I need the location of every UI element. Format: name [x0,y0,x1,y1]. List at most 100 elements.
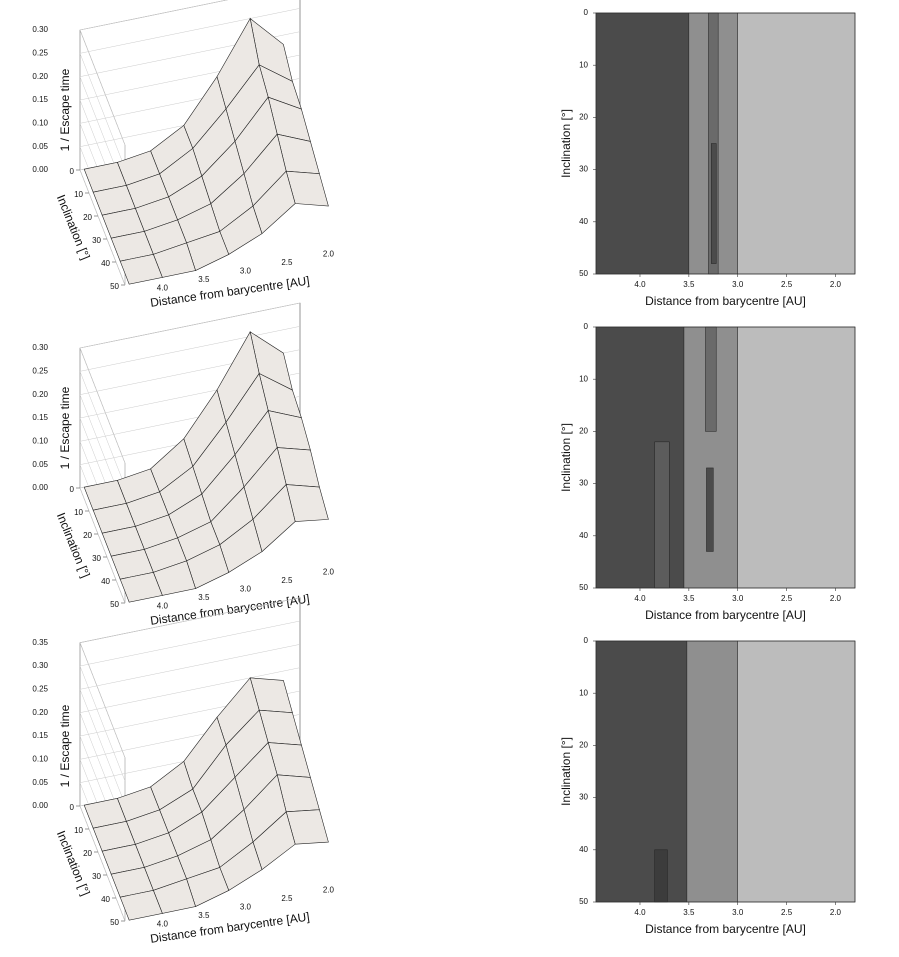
y-tick-label: 40 [579,531,588,540]
plot-frame [595,12,856,275]
z-tick-label: 0.25 [32,366,48,375]
z-tick-label: 0.30 [32,25,48,34]
y-axis-label: Inclination [°] [54,193,93,262]
grid-line [79,8,301,169]
z-tick-label: 0.15 [32,731,48,740]
x-tick-label: 2.5 [281,576,293,585]
y-tick-label: 30 [579,793,588,802]
y-axis-label: Inclination [°] [559,737,573,806]
grid-line [79,667,301,828]
x-tick-label: 2.5 [781,594,793,603]
x-axis-label: Distance from barycentre [AU] [149,910,310,946]
y-tick-label: 50 [579,897,588,906]
y-axis-label: Inclination [°] [54,829,93,898]
x-tick-label: 2.0 [323,886,335,895]
z-tick-label: 0.20 [32,390,48,399]
y-tick-label: 20 [579,113,588,122]
z-tick-label: 0.00 [32,801,48,810]
y-tick-label: 10 [74,190,83,199]
x-tick-label: 4.0 [157,283,169,292]
y-axis-label: Inclination [°] [559,423,573,492]
y-tick-label: 10 [74,508,83,517]
y-tick-label: 10 [74,826,83,835]
z-tick-label: 0.05 [32,142,48,151]
x-tick-label: 4.0 [634,594,646,603]
x-tick-label: 3.0 [732,908,744,917]
y-tick-label: 10 [579,374,588,383]
grid-line [79,302,301,464]
z-tick-label: 0.30 [32,661,48,670]
y-tick-label: 10 [579,688,588,697]
x-axis-label: Distance from barycentre [AU] [645,922,806,936]
y-tick-label: 30 [579,165,588,174]
x-tick-label: 3.0 [732,594,744,603]
x-tick-label: 3.5 [683,594,695,603]
plot-frame [595,640,856,903]
z-tick-label: 0.15 [32,413,48,422]
z-axis-label: 1 / Escape time [58,386,72,469]
contour-region [654,849,668,903]
x-tick-label: 4.0 [634,280,646,289]
y-tick-label: 50 [110,600,119,609]
z-tick-label: 0.20 [32,708,48,717]
x-tick-label: 2.5 [781,280,793,289]
contour-region [737,326,856,589]
y-tick-label: 20 [83,531,92,540]
x-tick-label: 4.0 [634,908,646,917]
contour-region [737,12,856,275]
contour-region [711,143,717,264]
x-tick-label: 3.0 [240,902,252,911]
contour-plot: 0 10 20 30 40 50 4.0 3.5 3.0 2.5 2.0 Distance from … [559,636,856,936]
x-tick-label: 3.0 [240,584,252,593]
z-tick-label: 0.10 [32,118,48,127]
y-tick-label: 50 [110,282,119,291]
x-tick-label: 3.5 [683,908,695,917]
z-tick-label: 0.00 [32,483,48,492]
x-axis-label: Distance from barycentre [AU] [645,608,806,622]
x-tick-label: 2.5 [281,894,293,903]
contour-region [595,326,685,589]
contour-region [686,640,738,903]
y-axis-label: Inclination [°] [559,109,573,178]
plot-frame [595,326,856,589]
x-tick-label: 3.5 [198,593,210,602]
contour-region [706,467,714,552]
y-tick-label: 20 [579,427,588,436]
x-tick-label: 2.0 [830,594,842,603]
x-tick-label: 4.0 [157,919,169,928]
y-tick-label: 40 [579,217,588,226]
z-tick-label: 0.05 [32,778,48,787]
x-tick-label: 2.5 [281,258,293,267]
z-tick-label: 0.30 [32,343,48,352]
grid-line [79,349,301,510]
y-tick-label: 40 [101,259,110,268]
x-tick-label: 3.5 [683,280,695,289]
z-tick-label: 0.10 [32,754,48,763]
surface-plot: 0.00 0.05 0.10 0.15 0.20 0.25 0.30 0.35 0 10 20 30 4… [32,597,335,946]
x-tick-label: 4.0 [157,601,169,610]
contour-region [654,441,670,589]
surface-plot: 0.00 0.05 0.10 0.15 0.20 0.25 0.30 0 10 20 30 40 50 4… [32,0,335,310]
x-axis-label: Distance from barycentre [AU] [149,274,310,310]
z-tick-label: 0.00 [32,165,48,174]
x-tick-label: 3.5 [198,275,210,284]
z-tick-label: 0.25 [32,48,48,57]
z-tick-label: 0.25 [32,684,48,693]
y-tick-label: 0 [584,636,589,645]
contour-region [595,640,688,903]
x-tick-label: 2.0 [830,280,842,289]
contour-plot: 0 10 20 30 40 50 4.0 3.5 3.0 2.5 2.0 Distance from … [559,8,856,308]
surface-patch [119,890,163,921]
grid-line [79,597,301,758]
x-tick-label: 2.5 [781,908,793,917]
z-tick-label: 0.20 [32,72,48,81]
contour-region [705,326,717,432]
y-tick-label: 0 [584,8,589,17]
z-tick-label: 0.15 [32,95,48,104]
grid-line [79,0,228,146]
y-tick-label: 30 [92,554,101,563]
y-tick-label: 0 [70,485,75,494]
x-tick-label: 3.5 [198,911,210,920]
